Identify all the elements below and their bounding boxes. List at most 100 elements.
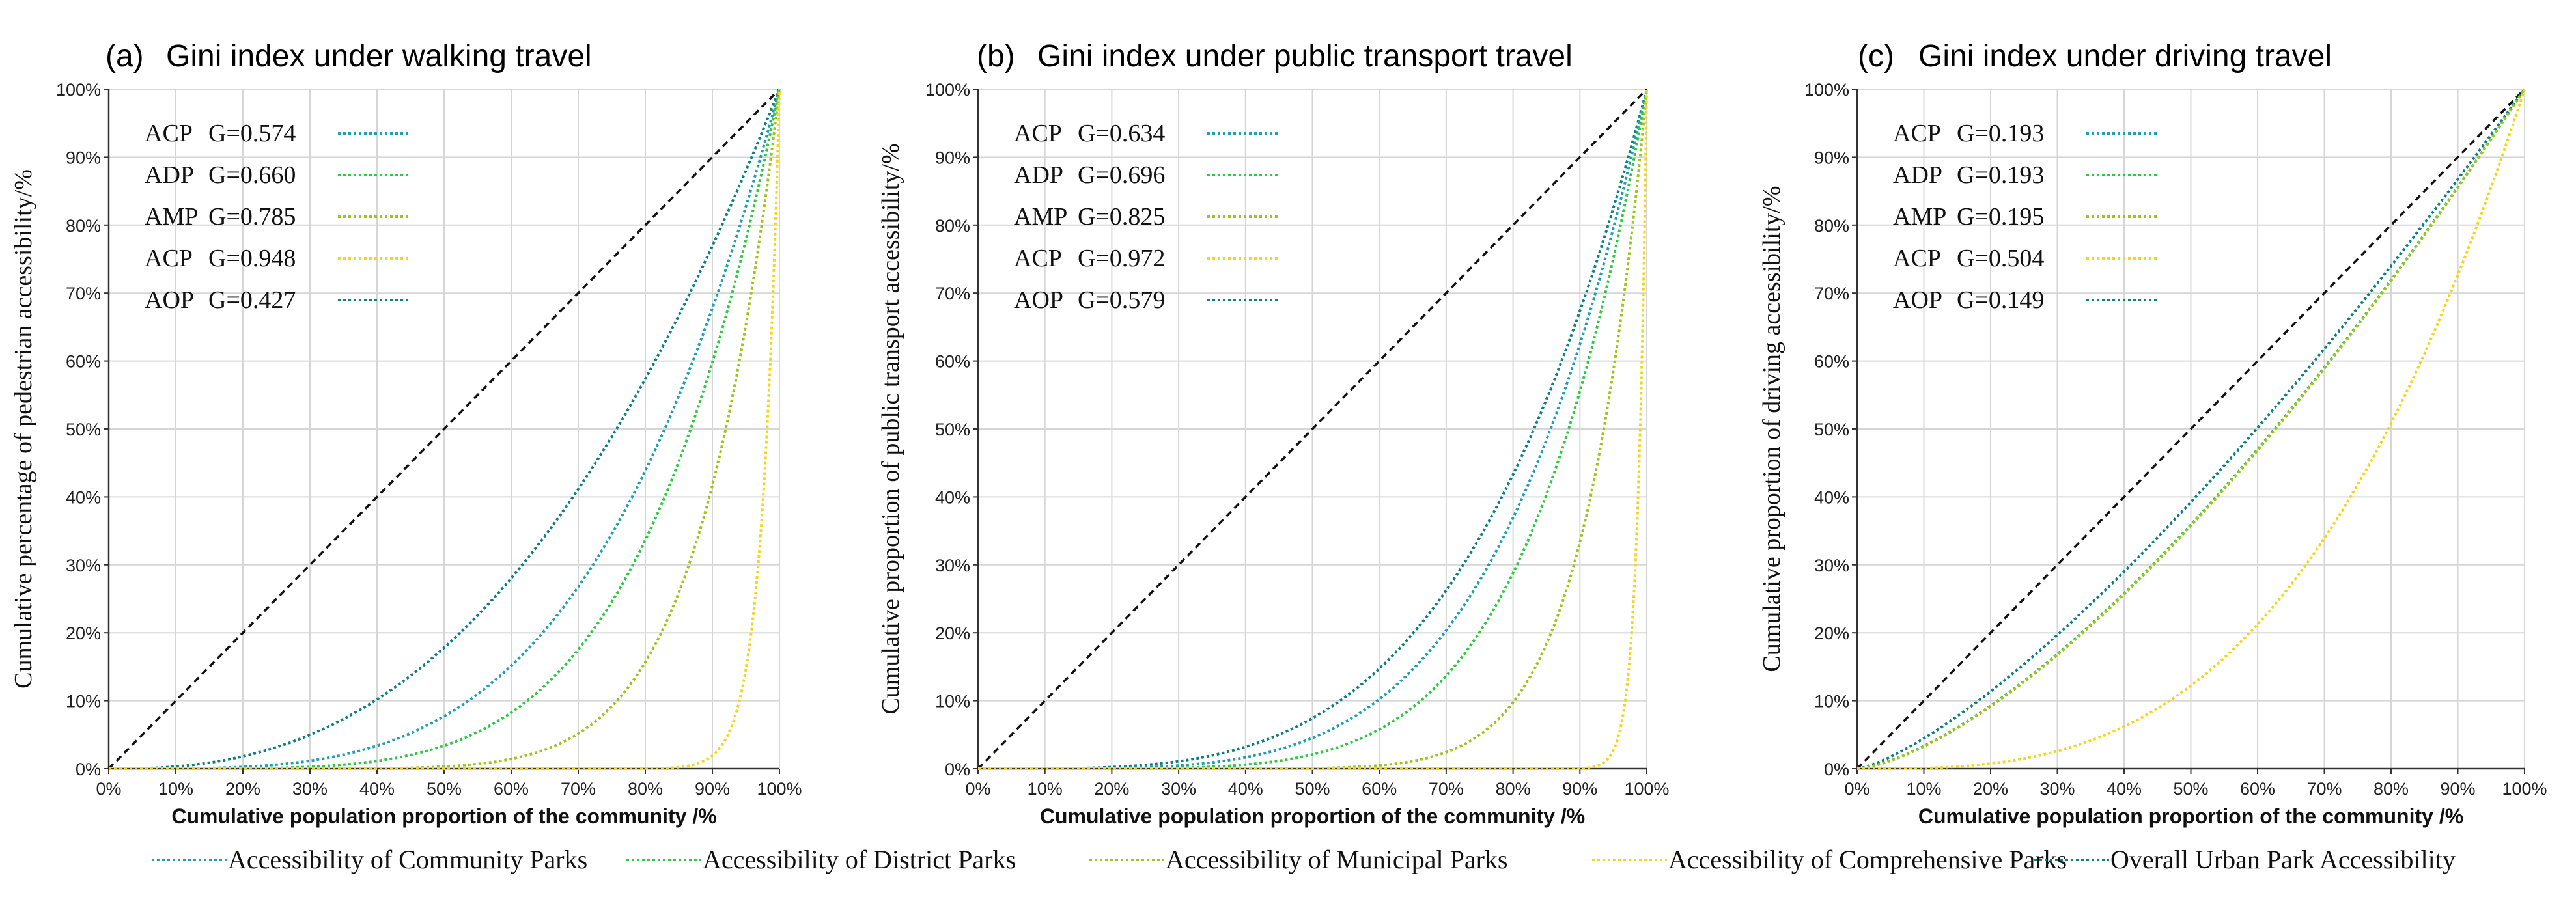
- y-tick-label: 0%: [945, 760, 970, 779]
- y-tick-label: 20%: [1814, 624, 1849, 643]
- legend-abbr: AOP: [1893, 286, 1942, 314]
- legend-gini-value: G=0.193: [1957, 161, 2044, 189]
- x-tick-label: 30%: [292, 779, 328, 799]
- x-tick-label: 50%: [2173, 779, 2208, 799]
- x-tick-label: 90%: [1562, 779, 1597, 799]
- legend-gini-value: G=0.149: [1957, 286, 2044, 314]
- legend-abbr: ACP: [1014, 245, 1062, 272]
- x-tick-label: 100%: [1624, 779, 1669, 799]
- legend-abbr: ACP: [1893, 245, 1941, 272]
- y-tick-label: 40%: [935, 488, 970, 507]
- x-tick-label: 0%: [965, 779, 990, 799]
- x-tick-label: 60%: [1362, 779, 1397, 799]
- lorenz-curve-comprehensive: [1857, 89, 2526, 770]
- lorenz-curve-municipal: [1856, 88, 2526, 770]
- x-tick-label: 100%: [2502, 779, 2547, 799]
- x-tick-label: 50%: [1295, 779, 1330, 799]
- y-tick-label: 40%: [1814, 488, 1849, 507]
- x-tick-label: 0%: [1844, 779, 1869, 799]
- chart-panel-1: 0% 10% 20% 30% 40% 50% 60% 70% 80% 90% 100% 0% 10% 20…: [10, 39, 802, 828]
- x-tick-label: 20%: [1094, 779, 1129, 799]
- legend-gini-value: G=0.972: [1078, 245, 1165, 272]
- panel-letter: (b): [977, 39, 1015, 74]
- bottom-legend-label: Overall Urban Park Accessibility: [2110, 845, 2456, 874]
- bottom-legend-label: Accessibility of Comprehensive Parks: [1668, 845, 2067, 874]
- y-tick-label: 90%: [66, 148, 101, 167]
- legend-abbr: AOP: [1014, 286, 1063, 314]
- legend-gini-value: G=0.634: [1078, 120, 1165, 147]
- y-tick-label: 0%: [1824, 760, 1849, 779]
- legend-abbr: ADP: [1893, 161, 1942, 189]
- legend-abbr: AOP: [145, 286, 194, 314]
- lorenz-curve-overall: [1856, 88, 2526, 770]
- y-axis-label: Cumulative proportion of public transpor…: [877, 144, 904, 715]
- x-tick-label: 30%: [1161, 779, 1196, 799]
- legend-gini-value: G=0.660: [208, 161, 296, 189]
- equality-line: [1856, 88, 2526, 770]
- y-tick-label: 30%: [1814, 556, 1849, 575]
- x-tick-label: 30%: [2039, 779, 2075, 799]
- lorenz-curve-overall: [109, 89, 781, 770]
- y-tick-label: 90%: [1814, 148, 1849, 167]
- legend-gini-value: G=0.825: [1078, 203, 1165, 230]
- legend-gini-value: G=0.696: [1078, 161, 1165, 189]
- legend-abbr: AMP: [1014, 203, 1067, 230]
- y-tick-label: 50%: [66, 420, 101, 439]
- legend-abbr: ADP: [1014, 161, 1063, 189]
- legend-abbr: ACP: [1014, 120, 1062, 147]
- legend-gini-value: G=0.574: [208, 120, 296, 147]
- x-tick-label: 10%: [1028, 779, 1063, 799]
- y-tick-label: 20%: [935, 624, 970, 643]
- legend-gini-value: G=0.427: [208, 286, 296, 314]
- legend-abbr: ACP: [1893, 120, 1941, 147]
- y-tick-label: 20%: [66, 624, 101, 643]
- x-tick-label: 40%: [1228, 779, 1263, 799]
- equality-line: [977, 88, 1648, 770]
- y-tick-label: 30%: [66, 556, 101, 575]
- y-tick-label: 100%: [925, 80, 970, 100]
- y-tick-label: 40%: [66, 488, 101, 507]
- y-tick-label: 100%: [1804, 80, 1849, 100]
- y-tick-label: 80%: [1814, 216, 1849, 236]
- legend-abbr: ACP: [145, 245, 193, 272]
- bottom-legend-label: Accessibility of Municipal Parks: [1166, 845, 1507, 874]
- y-tick-label: 80%: [66, 216, 101, 236]
- x-tick-label: 80%: [628, 779, 663, 799]
- x-axis-label: Cumulative population proportion of the …: [1918, 805, 2463, 828]
- legend-abbr: AMP: [145, 203, 198, 230]
- x-tick-label: 50%: [427, 779, 462, 799]
- x-axis-label: Cumulative population proportion of the …: [171, 805, 716, 828]
- legend-gini-value: G=0.948: [208, 245, 296, 272]
- x-axis-label: Cumulative population proportion of the …: [1040, 805, 1585, 828]
- y-tick-label: 10%: [935, 692, 970, 711]
- x-tick-label: 20%: [1973, 779, 2008, 799]
- x-tick-label: 100%: [757, 779, 802, 799]
- legend-abbr: ACP: [145, 120, 193, 147]
- x-tick-label: 90%: [695, 779, 730, 799]
- y-tick-label: 70%: [66, 284, 101, 303]
- y-tick-label: 70%: [1814, 284, 1849, 303]
- y-tick-label: 50%: [935, 420, 970, 439]
- chart-title: Gini index under driving travel: [1918, 39, 2332, 74]
- x-tick-label: 70%: [1429, 779, 1464, 799]
- legend-abbr: AMP: [1893, 203, 1946, 230]
- lorenz-curve-comprehensive: [109, 89, 781, 770]
- y-tick-label: 50%: [1814, 420, 1849, 439]
- y-tick-label: 80%: [935, 216, 970, 236]
- y-tick-label: 100%: [56, 80, 101, 100]
- y-tick-label: 60%: [1814, 352, 1849, 372]
- chart-title: Gini index under walking travel: [166, 39, 592, 74]
- x-tick-label: 70%: [2306, 779, 2342, 799]
- x-tick-label: 40%: [359, 779, 395, 799]
- x-tick-label: 60%: [2240, 779, 2275, 799]
- lorenz-curve-comprehensive: [978, 89, 1648, 770]
- y-axis-label: Cumulative proportion of driving accessi…: [1758, 186, 1785, 672]
- x-tick-label: 60%: [494, 779, 529, 799]
- x-tick-label: 20%: [225, 779, 260, 799]
- legend-abbr: ADP: [145, 161, 194, 189]
- y-tick-label: 60%: [66, 352, 101, 372]
- chart-panel-2: 0% 10% 20% 30% 40% 50% 60% 70% 80% 90% 100% 0% 10% 20…: [877, 39, 1670, 828]
- legend-gini-value: G=0.579: [1078, 286, 1165, 314]
- y-axis-label: Cumulative percentage of pedestrian acce…: [10, 169, 37, 689]
